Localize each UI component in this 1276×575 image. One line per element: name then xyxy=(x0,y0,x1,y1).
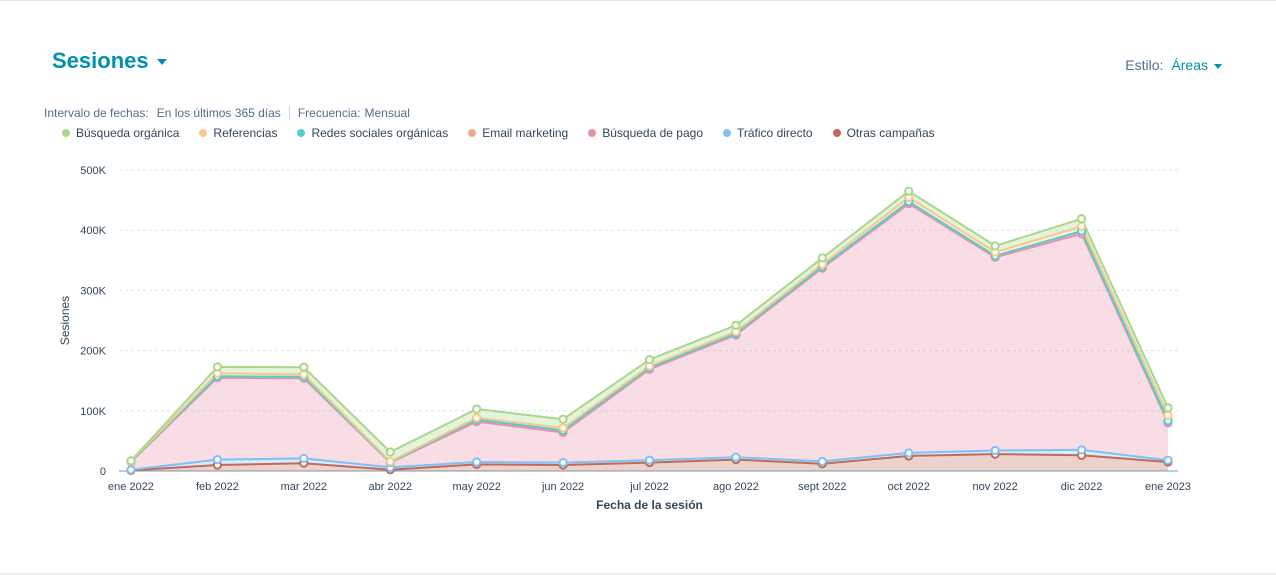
y-tick-label: 400K xyxy=(80,225,106,237)
style-value: Áreas xyxy=(1171,57,1208,73)
chart-style-picker: Estilo: Áreas xyxy=(1125,57,1222,73)
style-dropdown[interactable]: Áreas xyxy=(1171,57,1222,73)
legend-swatch xyxy=(62,129,70,137)
legend-swatch xyxy=(297,129,306,137)
x-tick-label: jun 2022 xyxy=(541,481,584,493)
data-point-busqueda-organica xyxy=(1163,403,1173,413)
data-point-trafico-directo xyxy=(990,445,1000,456)
report-title-dropdown[interactable]: Sesiones xyxy=(52,48,167,74)
legend-item-otras-campanas[interactable]: Otras campañas xyxy=(832,126,935,140)
top-border xyxy=(0,0,1276,1)
legend-label: Redes sociales orgánicas xyxy=(311,126,449,140)
legend-label: Otras campañas xyxy=(846,126,935,140)
legend-swatch xyxy=(832,129,841,137)
data-point-trafico-directo xyxy=(1163,455,1173,465)
data-point-busqueda-organica xyxy=(212,362,223,372)
data-point-busqueda-organica xyxy=(990,241,1000,251)
chevron-down-icon xyxy=(1214,63,1222,69)
filter-divider xyxy=(288,106,290,120)
data-point-trafico-directo xyxy=(212,454,223,465)
data-point-busqueda-organica xyxy=(644,355,655,365)
date-range-value: En los últimos 365 días xyxy=(156,106,281,120)
data-point-referencias xyxy=(472,413,482,423)
x-tick-label: nov 2022 xyxy=(973,481,1018,493)
data-point-trafico-directo xyxy=(731,452,741,462)
data-point-busqueda-organica xyxy=(817,253,827,263)
x-axis-title: Fecha de la sesión xyxy=(596,498,703,512)
data-point-trafico-directo xyxy=(817,456,827,466)
legend-item-busqueda-de-pago[interactable]: Búsqueda de pago xyxy=(588,126,703,140)
data-point-trafico-directo xyxy=(644,455,655,465)
y-tick-label: 200K xyxy=(80,346,106,358)
legend-item-busqueda-organica[interactable]: Búsqueda orgánica xyxy=(62,126,179,140)
x-tick-label: mar 2022 xyxy=(281,481,327,493)
data-point-trafico-directo xyxy=(1076,445,1087,455)
legend-label: Tráfico directo xyxy=(737,126,813,140)
legend-item-trafico-directo[interactable]: Tráfico directo xyxy=(723,126,813,140)
data-point-busqueda-organica xyxy=(126,456,136,466)
legend-label: Búsqueda orgánica xyxy=(76,126,180,140)
x-tick-label: sept 2022 xyxy=(798,481,846,493)
legend-item-redes-sociales-organicas[interactable]: Redes sociales orgánicas xyxy=(297,126,448,140)
data-point-referencias xyxy=(558,423,568,433)
y-tick-label: 300K xyxy=(80,285,106,297)
data-point-trafico-directo xyxy=(299,453,309,463)
x-tick-label: oct 2022 xyxy=(888,481,930,493)
data-point-trafico-directo xyxy=(904,448,914,458)
x-tick-label: ene 2022 xyxy=(108,481,154,493)
x-tick-label: abr 2022 xyxy=(369,481,412,493)
bottom-border xyxy=(0,573,1276,575)
x-tick-label: dic 2022 xyxy=(1061,481,1103,493)
data-point-busqueda-organica xyxy=(731,320,741,330)
x-tick-label: ene 2023 xyxy=(1145,481,1191,493)
legend-label: Referencias xyxy=(213,126,278,140)
chevron-down-icon xyxy=(156,59,167,65)
legend-swatch xyxy=(468,129,477,137)
legend-label: Búsqueda de pago xyxy=(602,126,703,140)
data-point-trafico-directo xyxy=(472,457,482,467)
data-point-busqueda-organica xyxy=(472,404,482,414)
data-point-busqueda-organica xyxy=(1076,214,1087,224)
y-tick-label: 500K xyxy=(80,165,106,177)
data-point-referencias xyxy=(299,369,309,379)
x-tick-label: ago 2022 xyxy=(713,481,759,493)
style-label: Estilo: xyxy=(1125,57,1164,73)
data-point-trafico-directo xyxy=(126,465,136,475)
x-tick-label: feb 2022 xyxy=(196,481,239,493)
legend-swatch xyxy=(723,129,731,137)
y-tick-label: 0 xyxy=(100,466,106,478)
legend-item-email-marketing[interactable]: Email marketing xyxy=(468,126,568,140)
legend-swatch xyxy=(588,129,597,137)
data-point-busqueda-organica xyxy=(558,414,568,424)
data-point-busqueda-organica xyxy=(299,362,309,372)
y-axis-title: Sesiones xyxy=(58,296,72,345)
data-point-referencias xyxy=(1076,221,1087,231)
data-point-trafico-directo xyxy=(558,457,568,468)
data-point-referencias xyxy=(1163,410,1173,420)
x-tick-label: may 2022 xyxy=(453,481,501,493)
legend-item-referencias[interactable]: Referencias xyxy=(199,126,277,140)
data-point-busqueda-organica xyxy=(904,186,914,196)
area-busqueda-de-pago xyxy=(131,203,1168,470)
frequency-label: Frecuencia: xyxy=(297,106,361,120)
page-title: Sesiones xyxy=(52,48,149,73)
date-range-label: Intervalo de fechas: xyxy=(44,106,149,120)
data-point-busqueda-organica xyxy=(385,447,395,457)
frequency-value: Mensual xyxy=(364,106,410,120)
data-point-referencias xyxy=(385,456,395,467)
filter-summary: Intervalo de fechas: En los últimos 365 … xyxy=(44,106,410,120)
chart-legend: Búsqueda orgánica Referencias Redes social… xyxy=(62,126,955,140)
legend-swatch xyxy=(199,129,208,137)
y-tick-label: 100K xyxy=(80,406,106,418)
x-tick-label: jul 2022 xyxy=(629,481,669,493)
legend-label: Email marketing xyxy=(482,126,569,140)
